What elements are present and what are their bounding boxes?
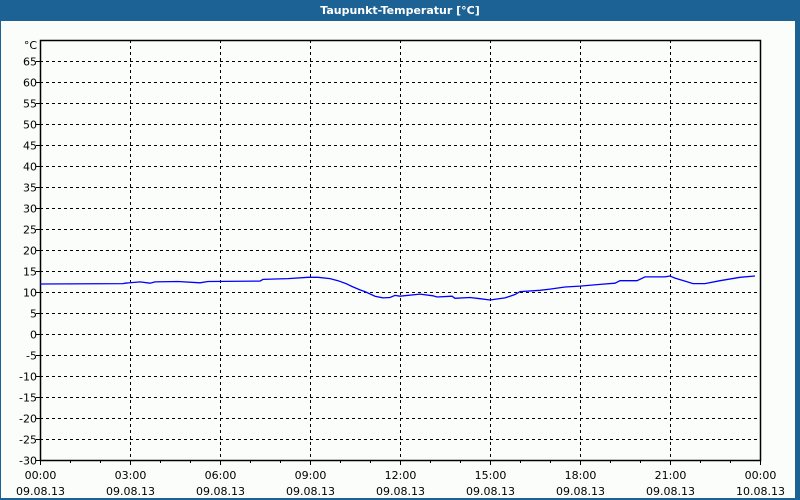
y-tick-label: 35: [23, 182, 37, 195]
window-title: Taupunkt-Temperatur [°C]: [320, 4, 480, 17]
y-tick-label: 5: [30, 308, 37, 321]
y-tick-label: -15: [19, 392, 37, 405]
y-tick-label: -5: [26, 350, 37, 363]
y-tick-label: 50: [23, 119, 37, 132]
x-tick-date: 09.08.13: [376, 485, 425, 498]
y-tick-label: -30: [19, 455, 37, 468]
y-axis-unit: °C: [24, 39, 38, 52]
y-tick-label: 40: [23, 161, 37, 174]
x-tick-time: 18:00: [565, 469, 597, 482]
x-tick-time: 03:00: [115, 469, 147, 482]
y-tick-label: -25: [19, 434, 37, 447]
x-tick-date: 09.08.13: [286, 485, 335, 498]
plot-frame: [39, 39, 762, 462]
y-tick-label: 25: [23, 224, 37, 237]
y-tick-label: 55: [23, 98, 37, 111]
y-tick-label: 30: [23, 203, 37, 216]
x-tick-date: 09.08.13: [466, 485, 515, 498]
x-tick-time: 09:00: [295, 469, 327, 482]
y-tick-label: 65: [23, 56, 37, 69]
y-tick-label: 10: [23, 287, 37, 300]
chart-panel: [1, 21, 795, 498]
x-tick-time: 00:00: [25, 469, 57, 482]
y-tick-label: 60: [23, 77, 37, 90]
y-tick-label: -20: [19, 413, 37, 426]
x-tick-time: 15:00: [475, 469, 507, 482]
y-tick-label: 20: [23, 245, 37, 258]
y-tick-label: 45: [23, 140, 37, 153]
x-tick-date: 09.08.13: [196, 485, 245, 498]
x-tick-time: 12:00: [385, 469, 417, 482]
x-tick-date: 10.08.13: [736, 485, 785, 498]
x-tick-date: 09.08.13: [556, 485, 605, 498]
series-line-dewpoint: [39, 275, 756, 301]
y-tick-label: 15: [23, 266, 37, 279]
x-tick-date: 09.08.13: [16, 485, 65, 498]
x-tick-time: 21:00: [655, 469, 687, 482]
x-tick-date: 09.08.13: [646, 485, 695, 498]
x-tick-date: 09.08.13: [106, 485, 155, 498]
y-tick-label: -10: [19, 371, 37, 384]
x-tick-time: 06:00: [205, 469, 237, 482]
x-tick-time: 00:00: [745, 469, 777, 482]
y-tick-label: 0: [30, 329, 37, 342]
